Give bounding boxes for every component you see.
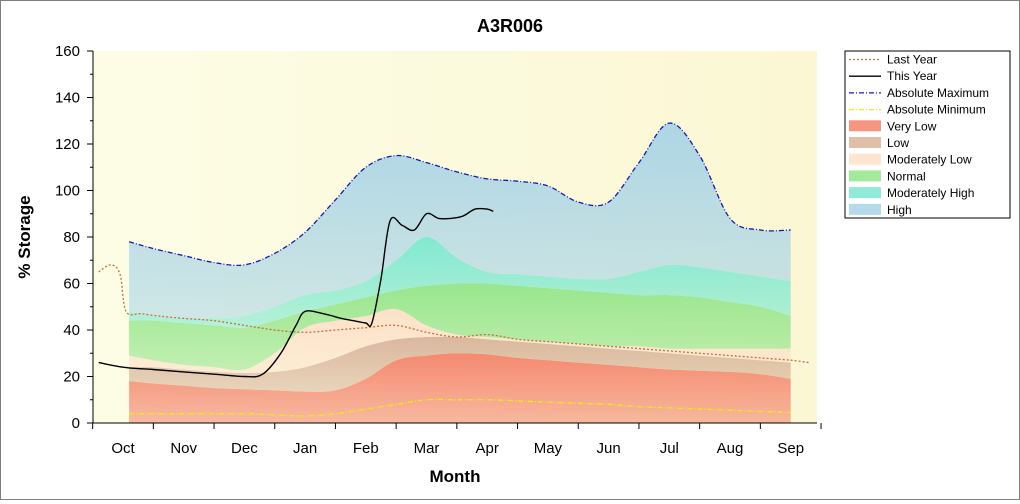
x-tick-label: Dec (231, 440, 258, 457)
y-tick-label: 0 (72, 415, 80, 432)
legend-swatch (849, 137, 881, 148)
band-moderately-high (129, 236, 791, 328)
x-tick-label: May (534, 440, 563, 457)
legend-swatch (849, 120, 881, 132)
legend-label: High (887, 203, 912, 217)
line-absolute-minimum (129, 398, 791, 417)
legend-label: Last Year (887, 53, 937, 67)
x-tick-label: Mar (414, 440, 440, 457)
legend: Last Year This Year Absolute Maximum Absolu… (844, 50, 1011, 219)
legend-item-very-low: Very Low (849, 119, 937, 133)
legend-label: Low (887, 136, 909, 150)
legend-label: Absolute Minimum (887, 103, 986, 117)
y-tick-label: 40 (63, 322, 80, 339)
legend-item-this-year: This Year (849, 69, 937, 83)
band-low (129, 336, 791, 392)
line-last-year (98, 264, 809, 364)
y-tick-label: 160 (55, 43, 80, 60)
y-axis-title: % Storage (15, 195, 34, 278)
chart-title: A3R006 (477, 16, 543, 36)
x-tick-label: Nov (170, 440, 197, 457)
x-tick-label: Aug (717, 440, 744, 457)
legend-swatch (849, 170, 881, 182)
x-axis-title: Month (430, 467, 481, 486)
legend-item-low: Low (849, 136, 909, 150)
legend-swatch (849, 203, 881, 215)
y-tick-label: 140 (55, 90, 80, 107)
x-tick-label: Sep (777, 440, 804, 457)
band-moderately-low (129, 308, 791, 373)
x-tick-label: Jan (293, 440, 317, 457)
legend-item-moderately-high: Moderately High (849, 186, 974, 200)
legend-label: This Year (887, 69, 937, 83)
legend-item-last-year: Last Year (849, 53, 937, 67)
legend-label: Absolute Maximum (887, 86, 989, 100)
y-tick-label: 20 (63, 369, 80, 386)
y-tick-label: 100 (55, 183, 80, 200)
x-tick-label: Feb (353, 440, 379, 457)
y-tick-label: 60 (63, 276, 80, 293)
legend-item-absolute-maximum: Absolute Maximum (849, 86, 989, 100)
y-tick-label: 80 (63, 229, 80, 246)
legend-label: Moderately High (887, 186, 974, 200)
line-this-year (98, 207, 494, 378)
legend-item-high: High (849, 203, 912, 217)
x-tick-label: Oct (111, 440, 135, 457)
legend-label: Very Low (887, 119, 937, 133)
series-lines (98, 122, 809, 417)
legend-swatch (849, 153, 881, 165)
band-normal (129, 283, 791, 371)
legend-swatch (849, 187, 881, 199)
legend-item-moderately-low: Moderately Low (849, 153, 972, 167)
axes: 0 20 40 60 80 100 120 140 160 Oct Nov Dec Jan Feb Mar A… (55, 43, 822, 457)
x-tick-label: Jul (660, 440, 679, 457)
legend-item-normal: Normal (849, 169, 926, 183)
legend-item-absolute-minimum: Absolute Minimum (849, 103, 986, 117)
legend-label: Normal (887, 169, 926, 183)
x-tick-label: Apr (476, 440, 499, 457)
y-tick-label: 120 (55, 136, 80, 153)
line-absolute-maximum (128, 122, 791, 267)
legend-label: Moderately Low (887, 153, 972, 167)
band-high (129, 123, 791, 319)
x-tick-label: Jun (597, 440, 621, 457)
